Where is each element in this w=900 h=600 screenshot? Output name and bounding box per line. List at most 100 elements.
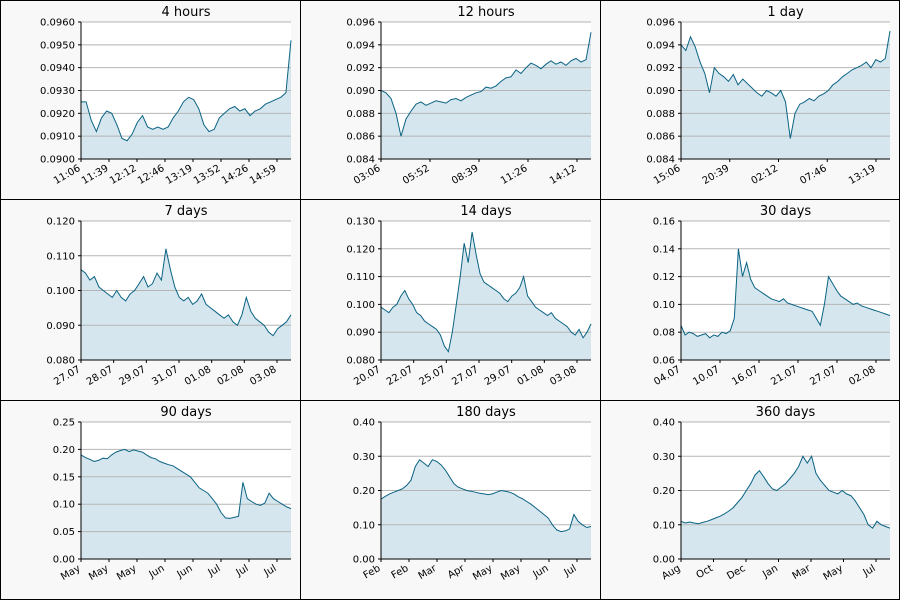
y-tick-label: 0.08 <box>653 328 675 339</box>
y-tick-label: 0.088 <box>646 109 675 120</box>
series-area <box>381 232 591 360</box>
chart-svg: 14 days 0.080 0.090 0.100 0.110 0.120 0.130 20.… <box>346 204 592 388</box>
y-tick-label: 0.0940 <box>40 63 75 74</box>
series-line <box>680 455 891 529</box>
y-tick-label: 0.05 <box>53 527 75 538</box>
x-tick-label: 14:59 <box>248 163 278 187</box>
series-line <box>680 248 891 339</box>
y-tick-label: 0.12 <box>653 272 675 283</box>
x-tick-label: Jun <box>175 563 195 581</box>
x-tick-label: 04.07 <box>652 364 682 388</box>
x-tick-label: 29.07 <box>118 364 148 388</box>
y-tick-label: 0.090 <box>46 321 75 332</box>
x-tick-label: 14:26 <box>220 163 250 187</box>
x-tick-label: 11:39 <box>80 163 110 187</box>
chart-panel-9: 360 days 0.00 0.10 0.20 0.30 0.40 Aug Oct Dec Jan… <box>600 400 900 600</box>
y-tick-label: 0.10 <box>653 300 675 311</box>
series-area <box>381 32 591 159</box>
chart-svg: 4 hours 0.0900 0.0910 0.0920 0.0930 0.0940 0.0… <box>40 5 292 187</box>
x-tick-label: 02:12 <box>750 163 780 187</box>
x-tick-label: Aug <box>660 563 682 582</box>
y-tick-label: 0.090 <box>346 328 375 339</box>
series-area <box>381 459 591 559</box>
x-tick-label: May <box>115 563 138 583</box>
x-tick-label: 11:06 <box>52 163 82 187</box>
x-tick-label: May <box>87 563 110 583</box>
x-tick-label: May <box>822 563 845 583</box>
y-tick-label: 0.096 <box>646 18 675 29</box>
y-tick-label: 0.0900 <box>40 155 75 166</box>
chart-panel-7: 90 days 0.00 0.05 0.10 0.15 0.20 0.25 May May May… <box>0 400 301 600</box>
x-tick-label: 21.07 <box>769 364 799 388</box>
chart-panel-2: 12 hours 0.084 0.086 0.088 0.090 0.092 0.094 0.… <box>300 0 601 200</box>
series-area <box>681 31 890 160</box>
x-tick-label: 13:19 <box>164 163 194 187</box>
chart-title: 12 hours <box>457 5 514 20</box>
y-tick-label: 0.084 <box>646 155 675 166</box>
x-tick-label: 20.07 <box>352 364 382 388</box>
y-tick-label: 0.15 <box>53 472 75 483</box>
y-tick-label: 0.080 <box>46 356 75 367</box>
x-tick-label: Apr <box>446 563 467 582</box>
y-tick-label: 0.096 <box>346 18 375 29</box>
chart-title: 30 days <box>760 204 812 219</box>
x-tick-label: Jul <box>861 563 878 579</box>
chart-title: 14 days <box>460 204 512 219</box>
chart-svg: 30 days 0.06 0.08 0.10 0.12 0.14 0.16 04.07 10.0… <box>652 204 891 388</box>
series-line <box>680 31 891 139</box>
y-tick-label: 0.10 <box>653 520 675 531</box>
chart-panel-6: 30 days 0.06 0.08 0.10 0.12 0.14 0.16 04.07 10.0… <box>600 199 900 401</box>
x-tick-label: 12:12 <box>108 163 138 187</box>
chart-svg: 7 days 0.080 0.090 0.100 0.110 0.120 27.07 28.0… <box>46 204 292 388</box>
x-tick-label: 01.08 <box>516 364 546 388</box>
y-tick-label: 0.10 <box>53 500 75 511</box>
x-tick-label: 02.08 <box>216 364 246 388</box>
chart-title: 360 days <box>756 405 816 420</box>
x-tick-label: Jun <box>147 563 167 581</box>
y-tick-label: 0.20 <box>53 445 75 456</box>
x-tick-label: 28.07 <box>85 364 115 388</box>
y-tick-label: 0.20 <box>653 486 675 497</box>
x-tick-label: May <box>59 563 82 583</box>
x-tick-label: Jul <box>562 563 579 579</box>
x-tick-label: 13:19 <box>847 163 877 187</box>
y-tick-label: 0.40 <box>653 418 675 429</box>
x-tick-label: 07:46 <box>798 163 828 187</box>
chart-title: 180 days <box>456 405 516 420</box>
x-tick-label: Feb <box>362 563 383 581</box>
x-tick-label: 03.08 <box>548 364 578 388</box>
y-tick-label: 0.092 <box>646 63 675 74</box>
x-tick-label: Jul <box>206 563 223 579</box>
y-tick-label: 0.088 <box>346 109 375 120</box>
y-tick-label: 0.084 <box>346 155 375 166</box>
x-tick-label: Oct <box>695 563 716 581</box>
x-tick-label: 29.07 <box>483 364 513 388</box>
y-tick-label: 0.092 <box>346 63 375 74</box>
series-area <box>681 456 890 559</box>
x-tick-label: May <box>471 563 494 583</box>
chart-panel-1: 4 hours 0.0900 0.0910 0.0920 0.0930 0.0940 0.0… <box>0 0 301 200</box>
y-tick-label: 0.40 <box>353 418 375 429</box>
x-tick-label: 02.08 <box>847 364 877 388</box>
chart-panel-4: 7 days 0.080 0.090 0.100 0.110 0.120 27.07 28.0… <box>0 199 301 401</box>
x-tick-label: May <box>499 563 522 583</box>
y-tick-label: 0.120 <box>46 217 75 228</box>
gridlines <box>681 21 890 160</box>
x-tick-label: 05:52 <box>401 163 431 187</box>
x-tick-label: 16.07 <box>730 364 760 388</box>
chart-svg: 180 days 0.00 0.10 0.20 0.30 0.40 Feb Feb Mar Apr… <box>353 405 592 583</box>
x-tick-label: 08:39 <box>450 163 480 187</box>
y-tick-label: 0.0960 <box>40 18 75 29</box>
y-tick-label: 0.094 <box>346 40 375 51</box>
y-tick-label: 0.080 <box>346 356 375 367</box>
x-tick-label: 20:39 <box>701 163 731 187</box>
y-tick-label: 0.14 <box>653 244 675 255</box>
y-tick-label: 0.090 <box>346 86 375 97</box>
series-line <box>80 448 292 519</box>
y-tick-label: 0.25 <box>53 418 75 429</box>
x-tick-label: 22.07 <box>385 364 415 388</box>
x-tick-label: Jul <box>262 563 279 579</box>
series-line <box>81 40 292 142</box>
